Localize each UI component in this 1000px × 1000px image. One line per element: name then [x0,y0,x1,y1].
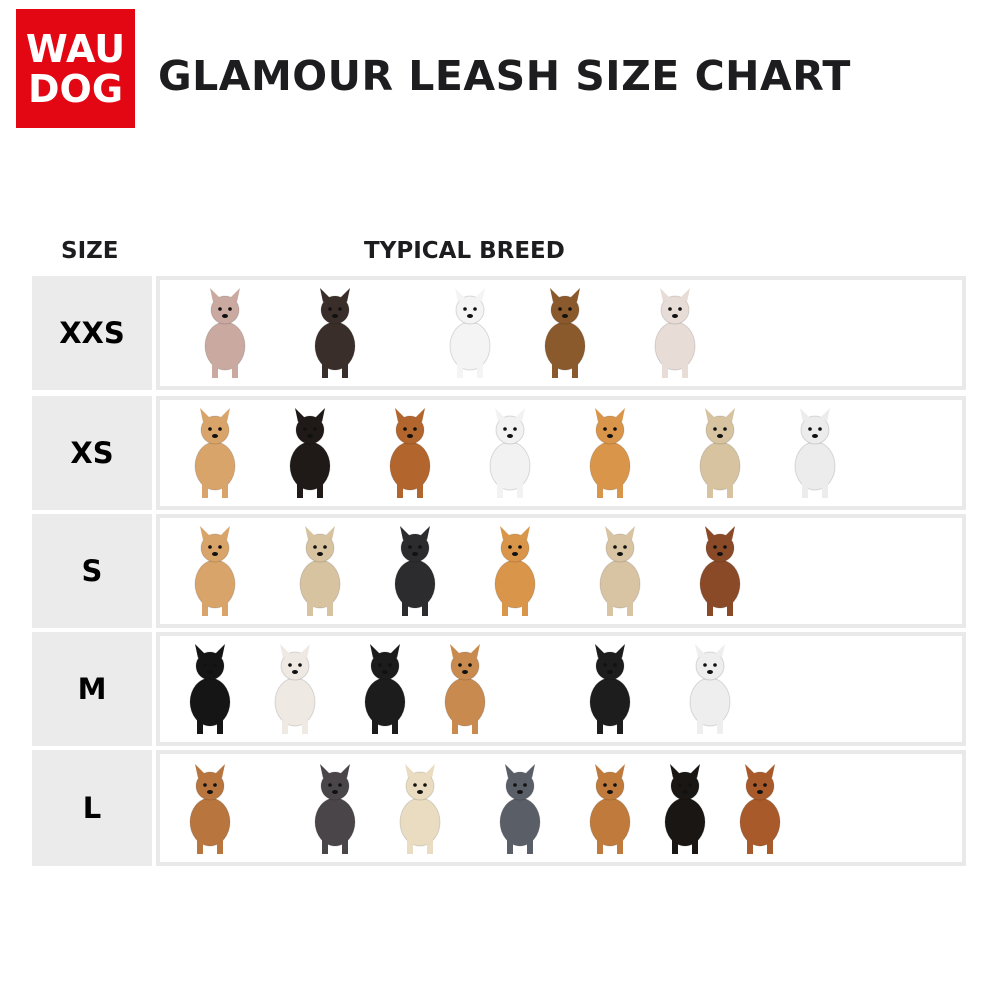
breed-cell-xs [156,396,966,510]
dog-photo [489,408,531,498]
dog-photo [544,288,586,378]
size-label-l: L [32,750,152,866]
breed-cell-xxs [156,276,966,390]
waudog-logo: WAU DOG [16,9,135,128]
dog-photo [794,408,836,498]
dog-photo [589,408,631,498]
page-title: GLAMOUR LEASH SIZE CHART [158,52,851,100]
breed-column-header: TYPICAL BREED [364,238,565,264]
size-label-xxs: XXS [32,276,152,390]
dog-photo [589,644,631,734]
dog-photo [314,764,356,854]
logo-line-1: WAU [25,26,126,71]
dog-photo [499,764,541,854]
dog-photo [299,526,341,616]
dog-photo [599,526,641,616]
breed-cell-s [156,514,966,628]
breed-cell-m [156,632,966,746]
dog-photo [194,526,236,616]
dog-photo [399,764,441,854]
size-label-s: S [32,514,152,628]
dog-photo [189,644,231,734]
dog-photo [364,644,406,734]
size-column-header: SIZE [61,238,119,264]
dog-photo [654,288,696,378]
dog-photo [664,764,706,854]
logo-line-2: DOG [27,66,124,111]
dog-photo [314,288,356,378]
dog-photo [394,526,436,616]
dog-photo [589,764,631,854]
dog-photo [444,644,486,734]
size-label-xs: XS [32,396,152,510]
dog-photo [494,526,536,616]
dog-photo [194,408,236,498]
size-label-m: M [32,632,152,746]
dog-photo [289,408,331,498]
breed-cell-l [156,750,966,866]
dog-photo [204,288,246,378]
dog-photo [699,408,741,498]
dog-photo [449,288,491,378]
dog-photo [274,644,316,734]
dog-photo [699,526,741,616]
dog-photo [689,644,731,734]
dog-photo [389,408,431,498]
dog-photo [739,764,781,854]
dog-photo [189,764,231,854]
